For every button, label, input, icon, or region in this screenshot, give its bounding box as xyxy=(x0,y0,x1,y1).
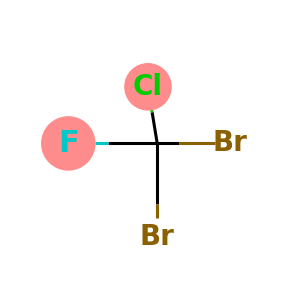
Text: Cl: Cl xyxy=(133,73,163,101)
Circle shape xyxy=(125,64,171,110)
Text: F: F xyxy=(58,129,79,158)
Text: Br: Br xyxy=(140,223,175,251)
Text: Br: Br xyxy=(212,129,247,158)
Circle shape xyxy=(42,117,95,170)
